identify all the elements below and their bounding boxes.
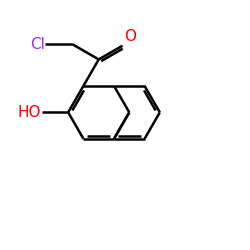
- Text: Cl: Cl: [30, 37, 45, 52]
- Text: O: O: [124, 30, 136, 44]
- Text: HO: HO: [18, 105, 41, 120]
